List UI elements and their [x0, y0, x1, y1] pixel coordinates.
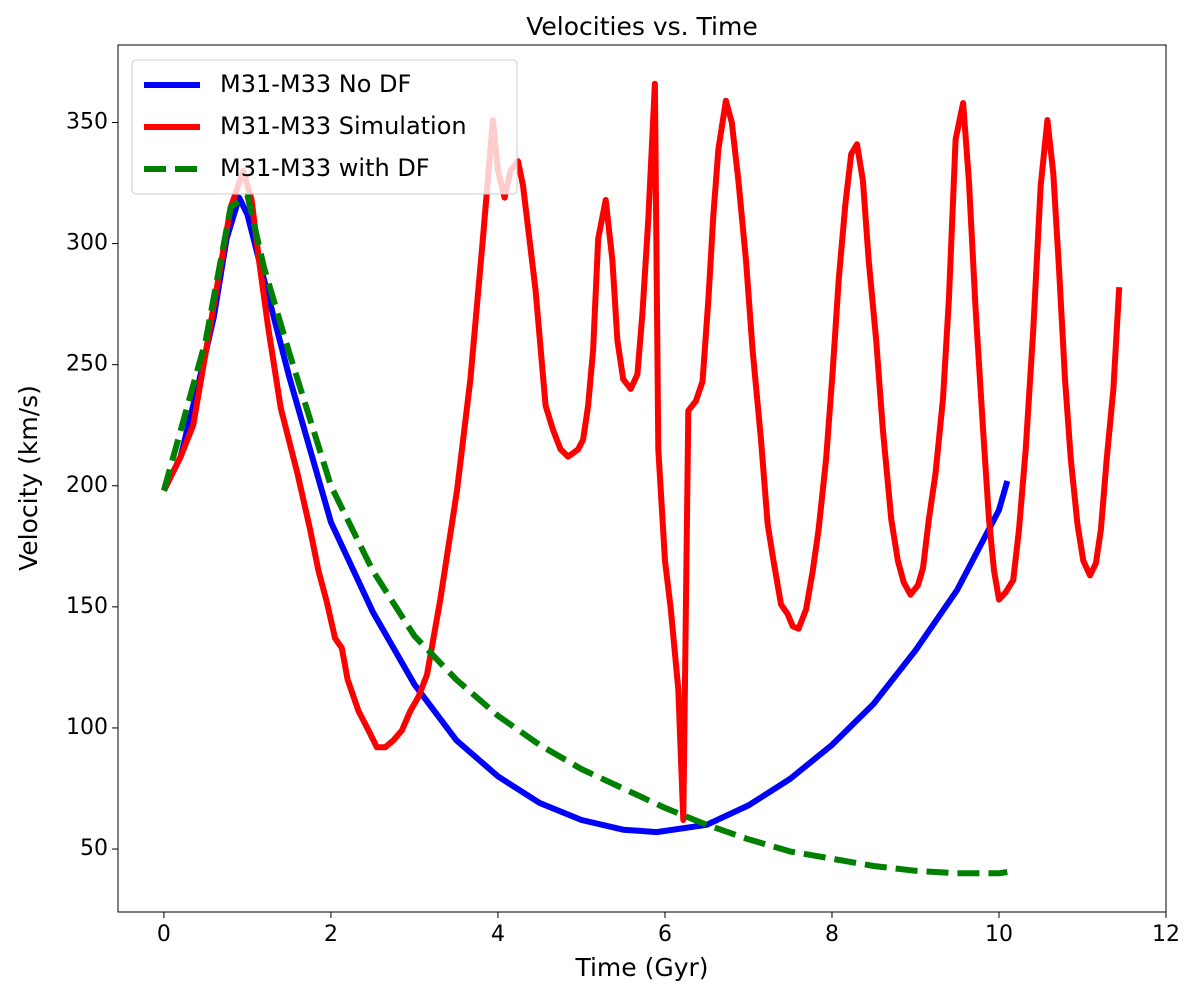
- y-tick-label: 350: [66, 109, 108, 134]
- y-tick-label: 300: [66, 231, 108, 256]
- x-tick-label: 0: [157, 922, 171, 947]
- y-tick-label: 50: [80, 836, 108, 861]
- series-line: [161, 192, 1008, 877]
- legend-label: M31-M33 No DF: [220, 70, 411, 98]
- x-tick-label: 12: [1152, 922, 1180, 947]
- y-tick-label: 100: [66, 715, 108, 740]
- legend-label: M31-M33 with DF: [220, 154, 430, 182]
- chart-title: Velocities vs. Time: [526, 12, 757, 41]
- plot-frame: [117, 44, 1167, 913]
- legend: M31-M33 No DF M31-M33 Simulation M31-M33 w…: [131, 59, 518, 195]
- x-tick-label: 6: [658, 922, 672, 947]
- x-tick-label: 4: [491, 922, 505, 947]
- legend-frame: [131, 59, 518, 195]
- x-tick-label: 10: [985, 922, 1013, 947]
- y-tick-label: 200: [66, 473, 108, 498]
- y-axis-label: Velocity (km/s): [14, 385, 43, 571]
- y-tick-label: 250: [66, 352, 108, 377]
- series-line: [161, 80, 1123, 823]
- x-tick-label: 2: [324, 922, 338, 947]
- series-line: [161, 194, 1011, 836]
- x-axis-label: Time (Gyr): [574, 953, 708, 982]
- y-tick-label: 150: [66, 594, 108, 619]
- x-tick-label: 8: [825, 922, 839, 947]
- legend-label: M31-M33 Simulation: [220, 112, 467, 140]
